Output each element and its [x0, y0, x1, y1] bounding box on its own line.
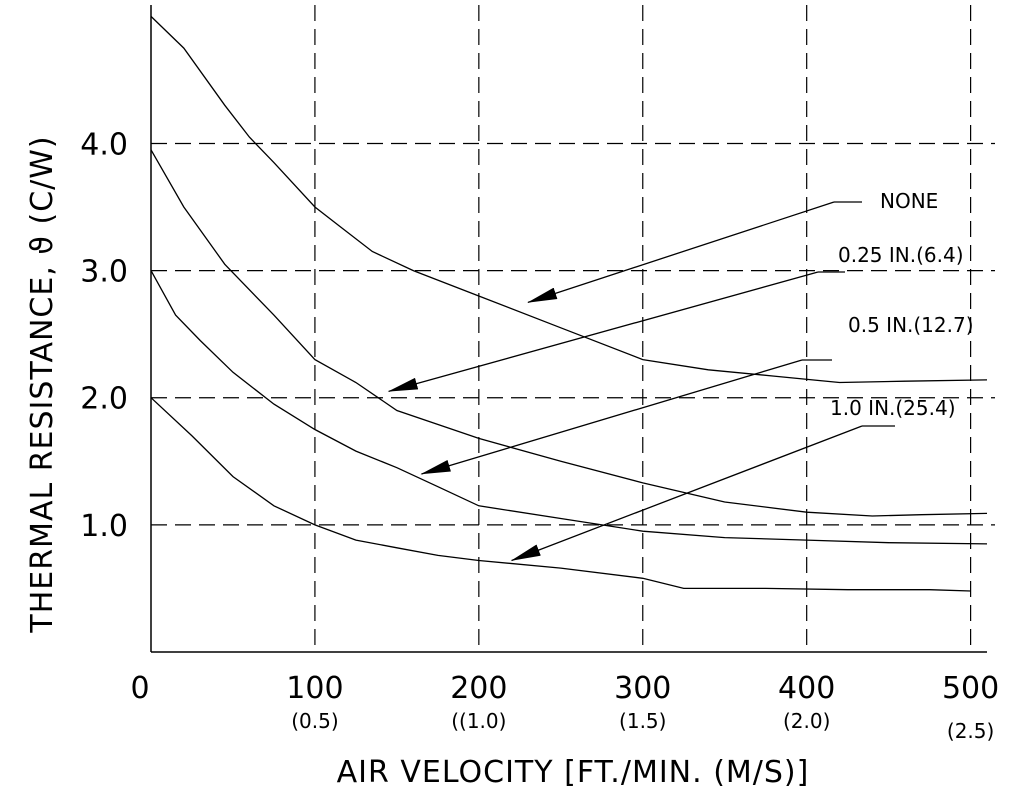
annotation-arrow-4	[510, 425, 863, 562]
y-tick-label-3: 3.0	[80, 255, 128, 290]
x-tick-label-100: 100	[286, 671, 343, 706]
annotation-label-2: 0.25 IN.(6.4)	[838, 243, 964, 267]
axes	[150, 5, 987, 653]
y-tick-label-2: 2.0	[80, 382, 128, 417]
annotations: NONE 0.25 IN.(6.4) 0.5 IN.(12.7) 1.0 IN.(25…	[387, 189, 974, 562]
series-line-4	[150, 397, 971, 592]
annotation-arrow-2	[387, 271, 819, 393]
x-tick-label-0: 0	[130, 671, 149, 706]
grid	[151, 5, 995, 652]
annotation-arrow-3	[420, 359, 803, 475]
y-tick-label-4: 4.0	[80, 127, 128, 162]
y-axis-title: THERMAL RESISTANCE, ϑ (C/W)	[25, 135, 60, 633]
series-line-1	[150, 15, 988, 384]
tick-labels: 0 100 (0.5) 200 ((1.0) 300 (1.5) 400 (2.0) 500 (2.…	[80, 127, 999, 743]
x-tick-label-200: 200	[450, 671, 507, 706]
annotation-label-1: NONE	[880, 189, 938, 213]
x-tick-sublabel-500: (2.5)	[947, 719, 994, 743]
series-line-3	[150, 270, 988, 545]
series-line-2	[150, 149, 988, 517]
x-tick-sublabel-400: (2.0)	[783, 709, 830, 733]
x-tick-sublabel-200: ((1.0)	[451, 709, 506, 733]
x-tick-label-300: 300	[614, 671, 671, 706]
x-tick-sublabel-100: (0.5)	[291, 709, 338, 733]
series-lines	[150, 15, 988, 592]
y-tick-label-1: 1.0	[80, 509, 128, 544]
x-tick-sublabel-300: (1.5)	[619, 709, 666, 733]
x-axis-title: AIR VELOCITY [FT./MIN. (M/S)]	[337, 755, 810, 790]
x-tick-label-500: 500	[942, 671, 999, 706]
annotation-arrow-1	[527, 201, 835, 304]
x-tick-label-400: 400	[778, 671, 835, 706]
annotation-label-3: 0.5 IN.(12.7)	[848, 313, 974, 337]
annotation-label-4: 1.0 IN.(25.4)	[830, 396, 956, 420]
